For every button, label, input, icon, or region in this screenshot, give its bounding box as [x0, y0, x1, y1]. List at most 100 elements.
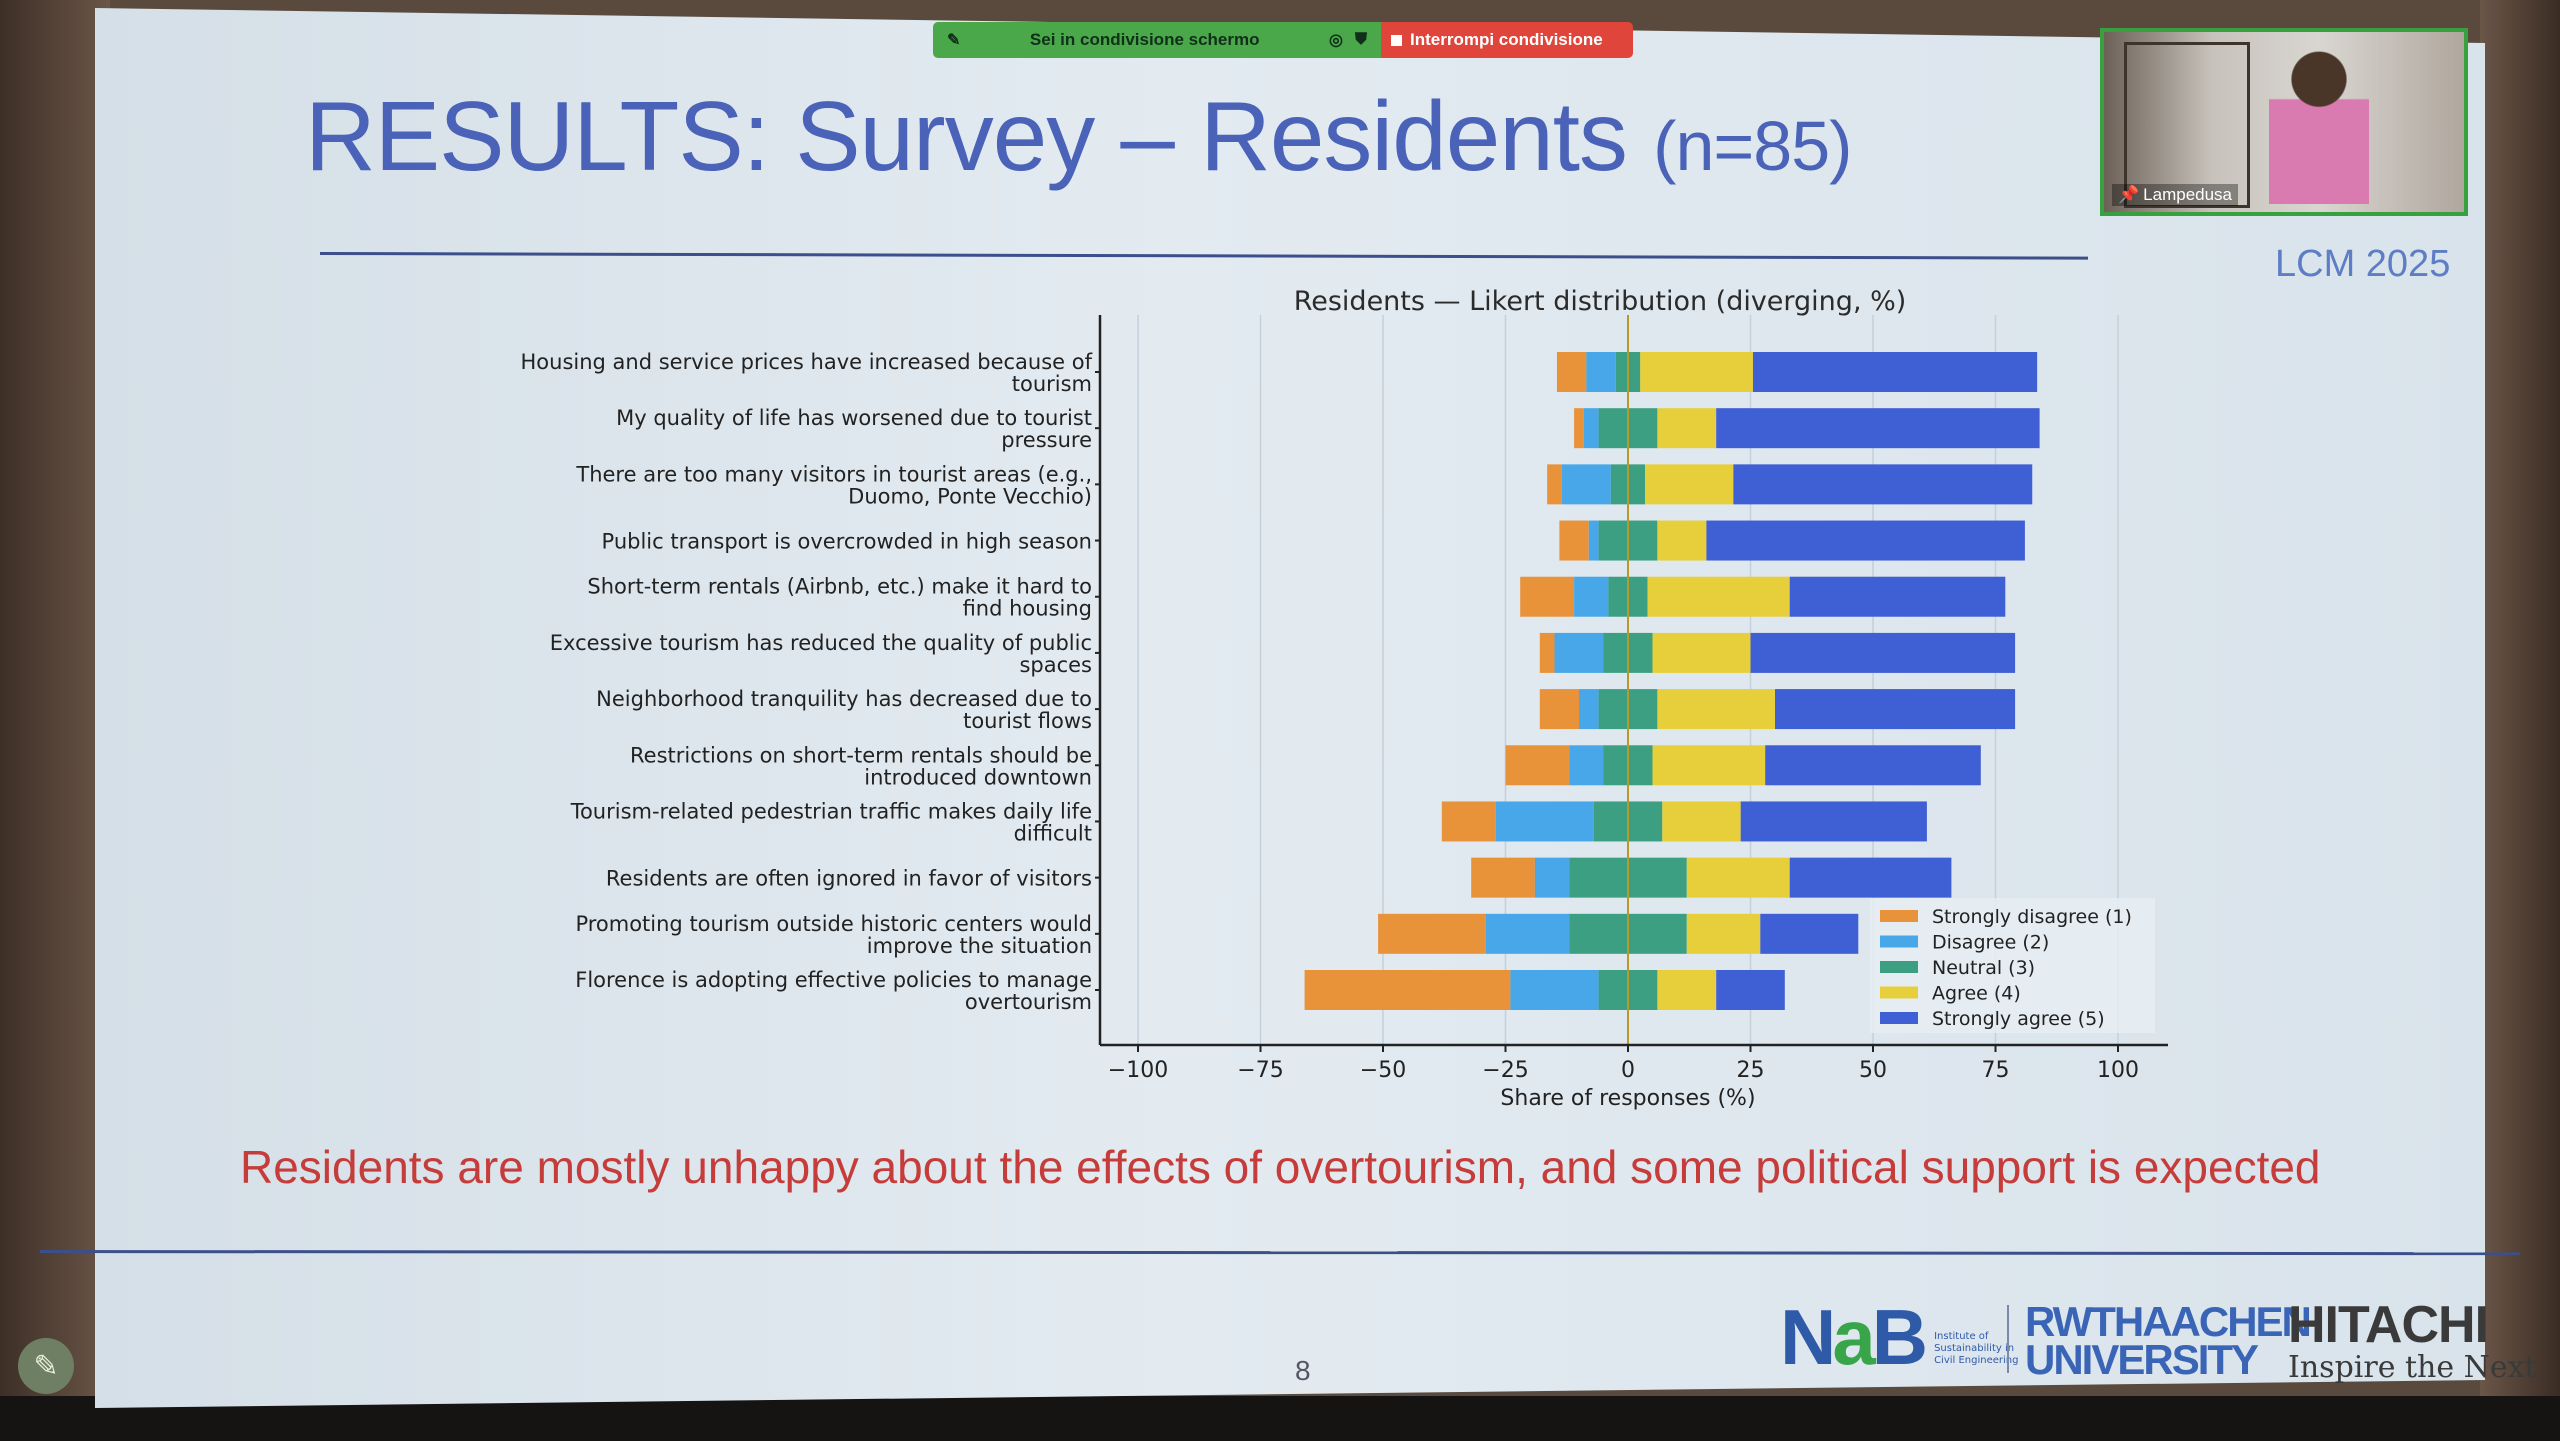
legend-swatch — [1880, 935, 1918, 948]
chart-title: Residents — Likert distribution (divergi… — [1294, 286, 1907, 317]
bar-segment — [1534, 857, 1570, 898]
bar-segment — [1657, 520, 1707, 561]
logo-separator — [2007, 1305, 2009, 1373]
category-label: My quality of life has worsened due to t… — [616, 406, 1092, 430]
video-background-door — [2124, 42, 2250, 208]
participant-label: 📌 Lampedusa — [2112, 184, 2239, 206]
bar-segment — [1657, 689, 1775, 730]
bar-segment — [1588, 520, 1599, 561]
x-tick-label: −50 — [1360, 1058, 1406, 1083]
legend-swatch — [1880, 961, 1918, 973]
bar-segment — [1716, 408, 2040, 449]
bar-segment — [1652, 632, 1751, 673]
slide-title: RESULTS: Survey – Residents (n=85) — [305, 80, 1852, 193]
x-tick-label: 100 — [2097, 1058, 2139, 1083]
bar-segment — [1706, 520, 2025, 561]
bar-segment — [1561, 464, 1611, 505]
bar-segment — [1539, 632, 1555, 673]
legend-label: Agree (4) — [1932, 983, 2021, 1005]
screen-share-bar: ✎ Sei in condivisione schermo ◎ ⛊ Interr… — [933, 22, 1633, 58]
bar-segment — [1586, 352, 1616, 392]
category-label: Duomo, Ponte Vecchio) — [848, 484, 1092, 508]
bar-segment — [1510, 970, 1599, 1010]
wall-left — [0, 0, 110, 1441]
category-label: Housing and service prices have increase… — [521, 350, 1093, 374]
bar-segment — [1495, 801, 1594, 842]
bar-segment — [1574, 576, 1609, 617]
bar-segment — [1750, 632, 2016, 673]
legend-swatch — [1880, 986, 1918, 999]
bar-segment — [1579, 689, 1599, 730]
category-label: difficult — [1014, 821, 1092, 845]
category-label: pressure — [1001, 428, 1092, 452]
bar-segment — [1485, 913, 1570, 954]
nab-logo-mark: NaB — [1780, 1293, 1928, 1381]
stop-sharing-label: Interrompi condivisione — [1410, 30, 1603, 49]
speaker-figure — [2269, 44, 2369, 204]
bar-segment — [1441, 801, 1496, 842]
x-tick-label: −25 — [1482, 1058, 1528, 1083]
bar-segment — [1505, 745, 1570, 786]
bar-segment — [1556, 352, 1587, 392]
category-label: find housing — [963, 597, 1092, 621]
nab-logo-text: Institute of Sustainability in Civil Eng… — [1934, 1331, 2019, 1366]
bar-segment — [1554, 632, 1604, 673]
category-label: Public transport is overcrowded in high … — [602, 530, 1092, 554]
bar-segment — [1471, 857, 1535, 898]
x-tick-label: 50 — [1859, 1058, 1887, 1083]
pencil-icon[interactable]: ✎ — [18, 1338, 74, 1394]
legend-label: Strongly disagree (1) — [1932, 906, 2132, 928]
pin-icon: 📌 — [2118, 185, 2140, 204]
rwth-logo: RWTHAACHEN UNIVERSITY — [2025, 1298, 2312, 1383]
share-arrow-icon: ✎ — [947, 32, 961, 49]
bar-segment — [1539, 689, 1579, 730]
bar-segment — [1559, 520, 1589, 561]
bar-segment — [1789, 857, 1952, 898]
legend-label: Neutral (3) — [1932, 957, 2035, 979]
legend-swatch — [1880, 1012, 1918, 1024]
hitachi-slogan: Inspire the Next — [2288, 1350, 2537, 1385]
category-label: Short-term rentals (Airbnb, etc.) make i… — [587, 575, 1092, 599]
presentation-slide — [95, 8, 2485, 1408]
bar-segment — [1733, 464, 2033, 505]
bar-segment — [1547, 464, 1562, 505]
x-axis-label: Share of responses (%) — [1500, 1086, 1755, 1111]
bar-segment — [1686, 913, 1761, 954]
bar-segment — [1657, 408, 1717, 449]
category-label: tourist flows — [963, 709, 1092, 733]
category-label: Excessive tourism has reduced the qualit… — [550, 631, 1092, 655]
x-tick-label: 25 — [1737, 1058, 1765, 1083]
stop-sharing-button[interactable]: Interrompi condivisione — [1381, 22, 1633, 58]
legend-label: Disagree (2) — [1932, 932, 2049, 954]
category-label: Florence is adopting effective policies … — [575, 968, 1092, 992]
bar-segment — [1657, 970, 1717, 1010]
rwth-logo-line1: RWTHAACHEN — [2025, 1298, 2312, 1345]
bar-segment — [1716, 970, 1785, 1010]
bar-segment — [1583, 408, 1599, 449]
bar-segment — [1569, 745, 1604, 786]
bar-segment — [1765, 745, 1981, 786]
category-label: spaces — [1019, 653, 1092, 677]
bar-segment — [1647, 576, 1790, 617]
rwth-logo-line2: UNIVERSITY — [2025, 1336, 2259, 1383]
category-label: improve the situation — [867, 934, 1092, 958]
legend-label: Strongly agree (5) — [1932, 1008, 2105, 1030]
slide-title-n: (n=85) — [1653, 107, 1852, 185]
category-label: Restrictions on short-term rentals shoul… — [630, 743, 1092, 767]
bar-segment — [1574, 408, 1584, 449]
shield-icon[interactable]: ⛊ — [1354, 31, 1367, 48]
target-icon[interactable]: ◎ — [1329, 32, 1343, 49]
page-number: 8 — [1295, 1355, 1311, 1386]
bar-segment — [1760, 913, 1859, 954]
category-label: Residents are often ignored in favor of … — [606, 867, 1092, 891]
category-label: overtourism — [965, 990, 1092, 1014]
wall-right — [2480, 0, 2560, 1441]
category-label: introduced downtown — [864, 765, 1092, 789]
slide-conclusion: Residents are mostly unhappy about the e… — [240, 1141, 2321, 1193]
bar-segment — [1520, 576, 1575, 617]
speaker-video-tile[interactable]: 📌 Lampedusa — [2100, 28, 2468, 216]
bar-segment — [1640, 352, 1753, 392]
x-tick-label: 0 — [1621, 1058, 1635, 1083]
bar-segment — [1789, 576, 2006, 617]
